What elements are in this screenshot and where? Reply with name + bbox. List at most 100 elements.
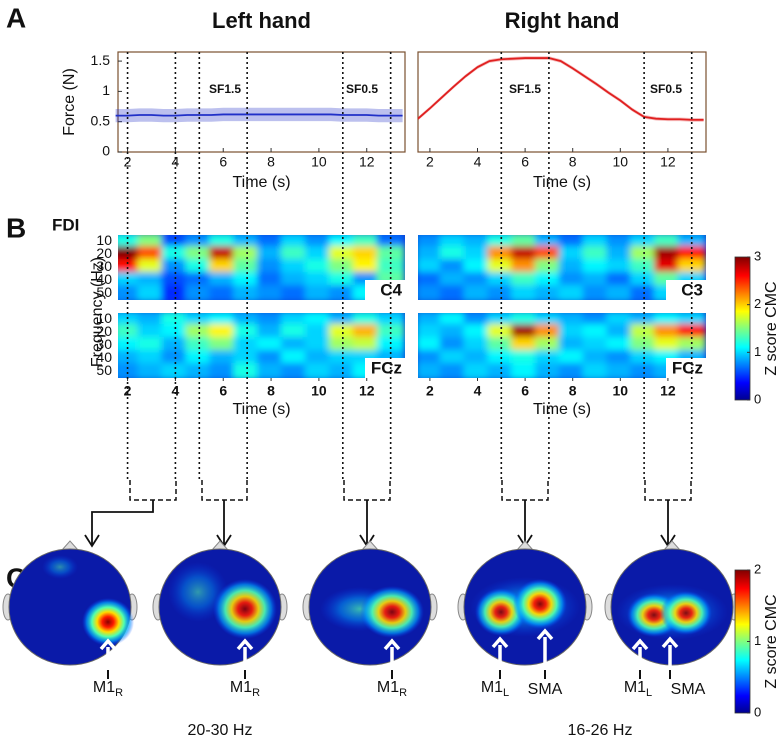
heatmap-cell bbox=[463, 272, 492, 289]
heatmap-cell bbox=[328, 337, 357, 354]
colorbar-tick-label: 2 bbox=[754, 296, 761, 311]
x-tick-label: 6 bbox=[521, 154, 529, 170]
heatmap-cell bbox=[328, 246, 357, 263]
topomap bbox=[2, 540, 138, 679]
y-axis-label: Force (N) bbox=[61, 68, 78, 136]
heatmap-cell bbox=[558, 285, 587, 300]
force-line bbox=[417, 57, 704, 121]
y-tick-label: 40 bbox=[96, 271, 112, 287]
heatmap-cell bbox=[281, 324, 309, 341]
x-tick-label: 8 bbox=[267, 154, 275, 170]
heatmap-cell bbox=[606, 337, 635, 354]
region-name: M1 bbox=[377, 679, 399, 696]
heatmap-cell bbox=[511, 246, 540, 263]
heatmap-cell bbox=[137, 337, 166, 354]
heatmap-cell bbox=[352, 246, 381, 263]
heatmap-cell bbox=[558, 324, 587, 341]
heatmap-cell bbox=[439, 363, 468, 378]
heatmap-cell bbox=[161, 272, 190, 289]
channel-label: C4 bbox=[380, 280, 402, 299]
x-tick-label: 6 bbox=[219, 383, 227, 399]
heatmap-cell bbox=[185, 272, 214, 289]
x-tick-label: 4 bbox=[172, 383, 180, 399]
x-tick-label: 2 bbox=[426, 154, 434, 170]
y-tick-label: 40 bbox=[96, 349, 112, 365]
heatmap-cell bbox=[137, 259, 166, 276]
heatmap-cell bbox=[137, 246, 166, 263]
heatmap-cell bbox=[487, 337, 516, 354]
heatmap-cell bbox=[582, 337, 611, 354]
heatmap-cell bbox=[257, 350, 286, 367]
heatmap-cell bbox=[654, 259, 682, 276]
y-tick-label: 30 bbox=[96, 258, 112, 274]
heatmap-cell bbox=[582, 324, 611, 341]
heatmap-cell bbox=[304, 272, 333, 289]
x-tick-label: 2 bbox=[426, 383, 434, 399]
heatmap-cell bbox=[558, 350, 587, 367]
x-tick-label: 10 bbox=[613, 383, 629, 399]
y-tick-label: 20 bbox=[96, 245, 112, 261]
y-tick-label: 0.5 bbox=[91, 112, 111, 128]
x-tick-label: 10 bbox=[311, 383, 327, 399]
channel-label: FCz bbox=[371, 358, 402, 377]
heatmap-cell bbox=[463, 259, 492, 276]
channel-label-bg bbox=[365, 358, 405, 378]
x-tick-label: 4 bbox=[474, 383, 482, 399]
heatmap-cell bbox=[606, 350, 635, 367]
region-label: M1R bbox=[230, 679, 260, 699]
y-axis-label: Frequency (Hz) bbox=[89, 257, 106, 367]
y-tick-label: 20 bbox=[96, 323, 112, 339]
x-tick-label: 2 bbox=[124, 154, 132, 170]
heatmap-cell bbox=[511, 272, 540, 289]
heatmap bbox=[418, 313, 706, 378]
heatmap-cell bbox=[463, 324, 492, 341]
x-tick-label: 8 bbox=[569, 383, 577, 399]
heatmap-cell bbox=[511, 259, 540, 276]
heatmap-cell bbox=[209, 272, 238, 289]
heatmap-cell bbox=[233, 363, 262, 378]
topomap bbox=[152, 540, 288, 679]
band-label: 16-26 Hz bbox=[568, 722, 633, 739]
heatmap-cell bbox=[118, 285, 142, 300]
heatmap-cell bbox=[418, 337, 444, 354]
heatmap-cell bbox=[257, 324, 286, 341]
y-tick-label: 0 bbox=[102, 143, 110, 159]
plot-frame bbox=[417, 51, 707, 153]
bracket bbox=[129, 480, 177, 501]
x-tick-label: 12 bbox=[660, 154, 676, 170]
heatmap-cell bbox=[304, 350, 333, 367]
heatmap-cell bbox=[418, 259, 444, 276]
heatmap bbox=[418, 235, 706, 300]
x-axis-label: Time (s) bbox=[232, 174, 290, 191]
region-label: M1L bbox=[481, 679, 509, 699]
region-name: M1 bbox=[624, 679, 646, 696]
heatmap-cell bbox=[558, 272, 587, 289]
heatmap-cell bbox=[558, 337, 587, 354]
panel-letter: A bbox=[6, 2, 26, 33]
x-axis-label: Time (s) bbox=[232, 401, 290, 418]
annotation: SF1.5 bbox=[509, 82, 541, 96]
heatmap-cell bbox=[137, 272, 166, 289]
heatmap-cell bbox=[606, 324, 635, 341]
heatmap-cell bbox=[209, 363, 238, 378]
heatmap-cell bbox=[376, 337, 405, 354]
panel-letter: B bbox=[6, 212, 26, 243]
heatmap-cell bbox=[418, 350, 444, 367]
arrow bbox=[359, 500, 375, 548]
heatmap-cell bbox=[137, 285, 166, 300]
heatmap-cell bbox=[209, 350, 238, 367]
heatmap-cell bbox=[606, 259, 635, 276]
heatmap-cell bbox=[257, 246, 286, 263]
x-tick-label: 6 bbox=[219, 154, 227, 170]
arrow bbox=[84, 500, 154, 548]
heatmap-cell bbox=[161, 246, 190, 263]
heatmap-cell bbox=[304, 259, 333, 276]
heatmap-cell bbox=[185, 363, 214, 378]
channel-label-bg bbox=[365, 280, 405, 300]
heatmap-cell bbox=[233, 337, 262, 354]
y-tick-label: 10 bbox=[96, 310, 112, 326]
chart-title: Right hand bbox=[505, 8, 620, 33]
heatmap-cell bbox=[304, 337, 333, 354]
heatmap-cell bbox=[137, 363, 166, 378]
heatmap-cell bbox=[352, 337, 381, 354]
